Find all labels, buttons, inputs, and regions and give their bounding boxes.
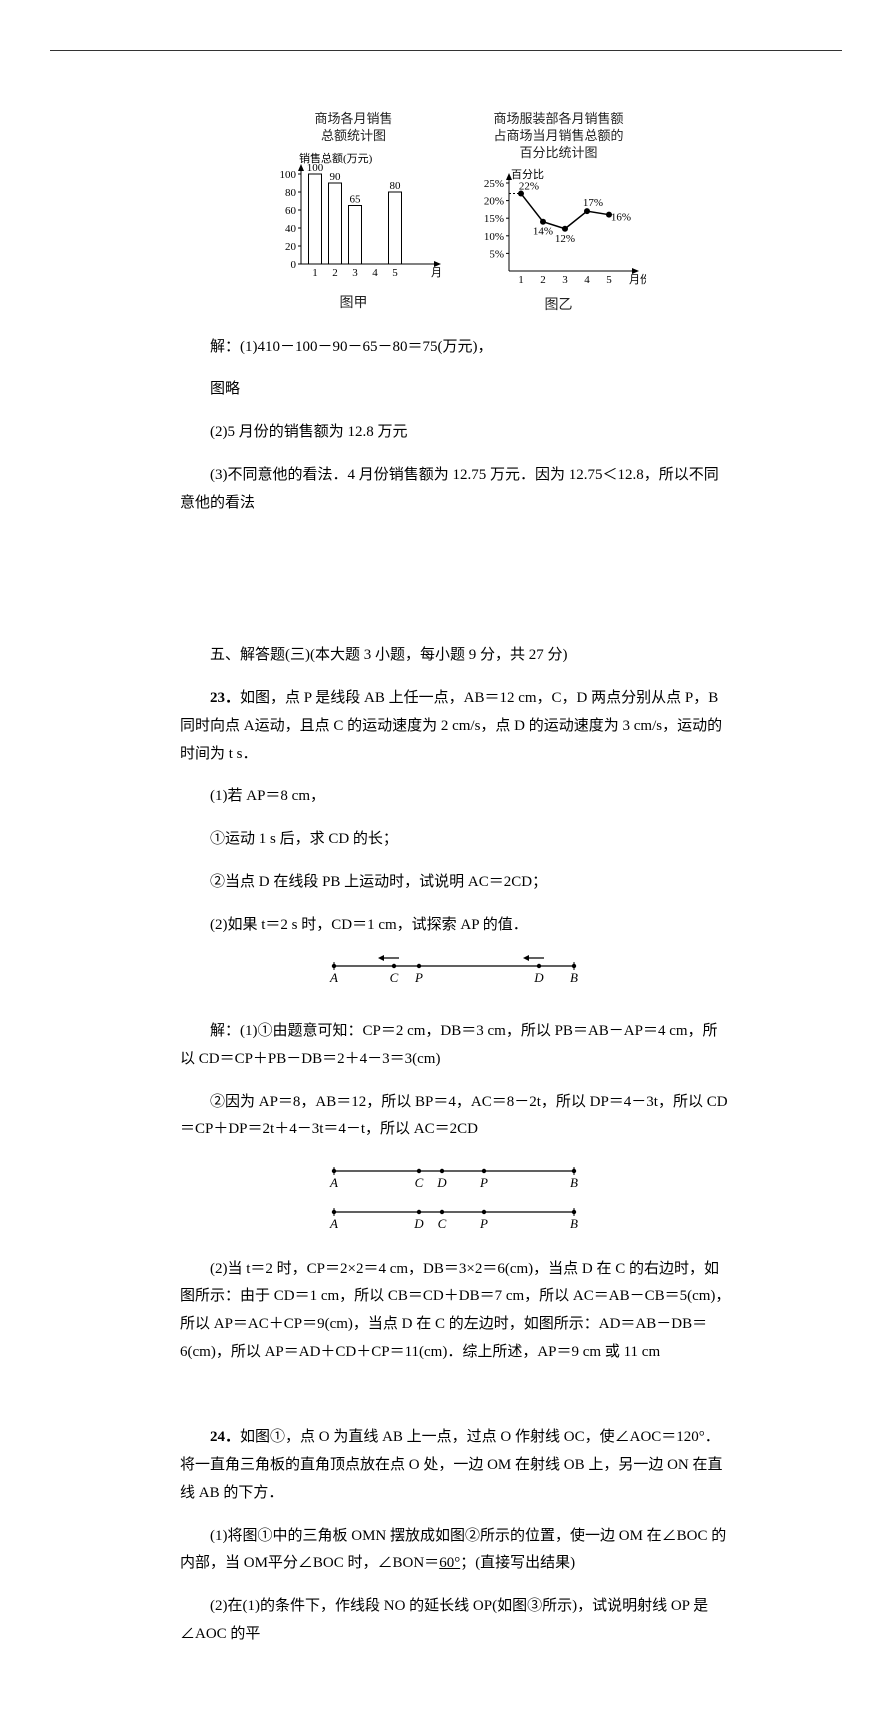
chart-jia-caption: 图甲 — [340, 291, 368, 317]
svg-text:2: 2 — [332, 267, 338, 279]
svg-text:4: 4 — [584, 274, 590, 286]
svg-text:C: C — [390, 970, 399, 985]
svg-text:A: A — [329, 970, 338, 985]
q23-p2: (1)若 AP＝8 cm， — [180, 783, 732, 811]
chart-yi-svg: 百分比 5% 10% 15% 20% 25% 1 2 3 4 5 22% 14%12% 17% 16% 月份 — [471, 166, 646, 291]
q24-p1: 24．如图①，点 O 为直线 AB 上一点，过点 O 作射线 OC，使∠AOC＝… — [180, 1424, 732, 1507]
chart-yi-title: 商场服装部各月销售额 占商场当月销售总额的 百分比统计图 — [493, 111, 623, 162]
svg-text:P: P — [479, 1175, 488, 1189]
section5-heading: 五、解答题(三)(本大题 3 小题，每小题 9 分，共 27 分) — [180, 642, 732, 670]
chart-jia-title: 商场各月销售 总额统计图 — [314, 111, 392, 145]
figures-row: 商场各月销售 总额统计图 销售总额(万元)0204060801001001902… — [180, 111, 732, 319]
svg-text:3: 3 — [562, 274, 568, 286]
svg-text:15%: 15% — [484, 213, 504, 225]
svg-text:60: 60 — [285, 205, 297, 217]
svg-text:月份: 月份 — [629, 273, 646, 286]
q23-sol-l1: 解：(1)①由题意可知：CP＝2 cm，DB＝3 cm，所以 PB＝AB－AP＝… — [180, 1018, 732, 1074]
svg-text:5%: 5% — [489, 248, 504, 260]
svg-text:1: 1 — [312, 267, 318, 279]
svg-text:D: D — [413, 1216, 424, 1230]
q24-p2: (1)将图①中的三角板 OMN 摆放成如图②所示的位置，使一边 OM 在∠BOC… — [180, 1523, 732, 1579]
svg-text:月份: 月份 — [431, 266, 441, 279]
chart-yi-caption: 图乙 — [545, 293, 573, 319]
svg-text:40: 40 — [285, 223, 297, 235]
svg-text:100: 100 — [307, 162, 324, 174]
svg-text:22%: 22% — [519, 180, 539, 192]
q24: 24．如图①，点 O 为直线 AB 上一点，过点 O 作射线 OC，使∠AOC＝… — [180, 1424, 732, 1648]
svg-text:65: 65 — [350, 193, 362, 205]
q23-diagram2: ACDPB ADCPB — [180, 1159, 732, 1241]
q23-diagram1: A CP D B — [180, 954, 732, 1003]
chart-jia-svg: 销售总额(万元)02040608010010019026534805月份 — [266, 149, 441, 289]
q23-sol-l3: (2)当 t＝2 时，CP＝2×2＝4 cm，DB＝3×2＝6(cm)，当点 D… — [180, 1256, 732, 1367]
svg-text:14%: 14% — [533, 225, 553, 237]
svg-text:P: P — [414, 970, 423, 985]
svg-text:C: C — [438, 1216, 447, 1230]
svg-text:P: P — [479, 1216, 488, 1230]
sol22-l3: (2)5 月份的销售额为 12.8 万元 — [180, 419, 732, 447]
svg-text:10%: 10% — [484, 230, 504, 242]
sol22-l1: 解：(1)410－100－90－65－80＝75(万元)， — [180, 334, 732, 362]
svg-text:16%: 16% — [611, 211, 631, 223]
sol22-l4: (3)不同意他的看法．4 月份销售额为 12.75 万元．因为 12.75＜12… — [180, 462, 732, 518]
svg-text:5: 5 — [606, 274, 612, 286]
q23-p3: ①运动 1 s 后，求 CD 的长； — [180, 826, 732, 854]
svg-text:B: B — [570, 1216, 578, 1230]
svg-text:B: B — [570, 970, 578, 985]
svg-text:4: 4 — [372, 267, 378, 279]
sol22: 解：(1)410－100－90－65－80＝75(万元)， 图略 (2)5 月份… — [180, 334, 732, 518]
svg-text:百分比: 百分比 — [511, 168, 544, 181]
q23-p1: 23．如图，点 P 是线段 AB 上任一点，AB＝12 cm，C，D 两点分别从… — [180, 685, 732, 768]
chart-jia: 商场各月销售 总额统计图 销售总额(万元)0204060801001001902… — [266, 111, 441, 319]
q23-p5: (2)如果 t＝2 s 时，CD＝1 cm，试探索 AP 的值． — [180, 912, 732, 940]
svg-text:2: 2 — [540, 274, 546, 286]
q23-p4: ②当点 D 在线段 PB 上运动时，试说明 AC＝2CD； — [180, 869, 732, 897]
svg-text:100: 100 — [280, 169, 297, 181]
svg-text:D: D — [533, 970, 544, 985]
svg-text:12%: 12% — [555, 232, 575, 244]
svg-text:90: 90 — [330, 171, 342, 183]
svg-text:B: B — [570, 1175, 578, 1189]
svg-text:17%: 17% — [583, 197, 603, 209]
svg-text:25%: 25% — [484, 178, 504, 190]
q23-sol-l2: ②因为 AP＝8，AB＝12，所以 BP＝4，AC＝8－2t，所以 DP＝4－3… — [180, 1089, 732, 1145]
svg-text:D: D — [436, 1175, 447, 1189]
svg-text:A: A — [329, 1216, 338, 1230]
sol22-l2: 图略 — [180, 376, 732, 404]
svg-text:3: 3 — [352, 267, 358, 279]
svg-text:C: C — [415, 1175, 424, 1189]
chart-yi: 商场服装部各月销售额 占商场当月销售总额的 百分比统计图 百分比 5% 10% 15%… — [471, 111, 646, 319]
svg-text:1: 1 — [518, 274, 524, 286]
svg-text:A: A — [329, 1175, 338, 1189]
svg-text:5: 5 — [392, 267, 398, 279]
svg-text:80: 80 — [285, 187, 297, 199]
svg-text:20%: 20% — [484, 195, 504, 207]
svg-text:20: 20 — [285, 241, 297, 253]
q23: 23．如图，点 P 是线段 AB 上任一点，AB＝12 cm，C，D 两点分别从… — [180, 685, 732, 1367]
svg-text:0: 0 — [291, 259, 297, 271]
q24-p3: (2)在(1)的条件下，作线段 NO 的延长线 OP(如图③所示)，试说明射线 … — [180, 1593, 732, 1649]
svg-text:80: 80 — [390, 180, 402, 192]
